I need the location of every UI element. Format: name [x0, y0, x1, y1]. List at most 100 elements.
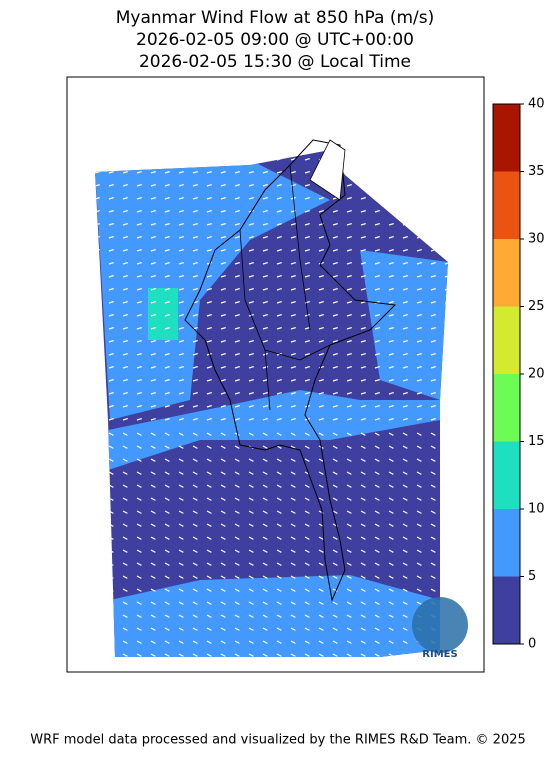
- wind-arrow: [360, 196, 366, 200]
- wind-arrow: [346, 261, 352, 265]
- wind-arrow: [136, 471, 142, 475]
- wind-arrow: [220, 378, 226, 382]
- wind-arrow: [234, 523, 240, 527]
- wind-arrow: [178, 339, 184, 343]
- wind-arrow: [360, 404, 366, 408]
- wind-arrow: [290, 536, 296, 540]
- wind-arrow: [192, 313, 198, 317]
- wind-arrow: [304, 653, 310, 657]
- wind-arrow: [108, 391, 114, 395]
- wind-arrow: [220, 471, 226, 475]
- wind-arrow: [122, 471, 128, 475]
- wind-arrow: [318, 562, 324, 566]
- wind-arrow: [290, 261, 296, 265]
- wind-arrow: [164, 445, 170, 449]
- wind-arrow: [164, 627, 170, 631]
- wind-arrow: [290, 549, 296, 553]
- colorbar-segment: [493, 306, 520, 374]
- wind-arrow: [178, 404, 184, 408]
- wind-arrow: [136, 404, 142, 408]
- wind-arrow: [374, 391, 380, 395]
- wind-arrow: [192, 209, 198, 213]
- wind-arrow: [164, 562, 170, 566]
- wind-arrow: [402, 287, 408, 291]
- wind-arrow: [136, 183, 142, 187]
- wind-arrow: [304, 497, 310, 501]
- wind-arrow: [206, 261, 212, 265]
- wind-arrow: [192, 274, 198, 278]
- wind-arrow: [178, 300, 184, 304]
- wind-arrow: [388, 588, 394, 592]
- wind-arrow: [360, 471, 366, 475]
- wind-arrow: [220, 588, 226, 592]
- wind-arrow: [276, 432, 282, 436]
- wind-arrow: [276, 300, 282, 304]
- wind-arrow: [206, 326, 212, 330]
- wind-arrow: [332, 614, 338, 618]
- wind-arrow: [150, 209, 156, 213]
- wind-arrow: [290, 170, 296, 174]
- wind-arrow: [332, 378, 338, 382]
- wind-arrow: [234, 417, 240, 421]
- wind-arrow: [248, 614, 254, 618]
- wind-arrow: [220, 653, 226, 657]
- wind-arrow: [206, 614, 212, 618]
- wind-arrow: [122, 575, 128, 579]
- wind-arrow: [318, 471, 324, 475]
- wind-arrow: [206, 417, 212, 421]
- wind-arrow: [304, 523, 310, 527]
- wind-arrow: [150, 549, 156, 553]
- wind-arrow: [332, 510, 338, 514]
- wind-arrow: [136, 549, 142, 553]
- wind-arrow: [164, 640, 170, 644]
- wind-arrow: [122, 458, 128, 462]
- wind-arrow: [416, 287, 422, 291]
- country-outline: [184, 139, 397, 602]
- wind-arrow: [332, 484, 338, 488]
- wind-arrow: [290, 458, 296, 462]
- wind-arrow: [122, 170, 128, 174]
- wind-arrow: [262, 471, 268, 475]
- wind-arrow: [430, 497, 436, 501]
- wind-arrow: [192, 235, 198, 239]
- wind-arrow: [388, 326, 394, 330]
- wind-arrow: [206, 287, 212, 291]
- wind-arrow: [220, 300, 226, 304]
- wind-arrow: [318, 601, 324, 605]
- wind-arrow: [192, 248, 198, 252]
- wind-arrow: [388, 300, 394, 304]
- wind-arrow: [262, 640, 268, 644]
- wind-arrow: [360, 313, 366, 317]
- wind-arrow: [346, 445, 352, 449]
- wind-arrow: [290, 365, 296, 369]
- wind-arrow: [164, 274, 170, 278]
- wind-arrow: [318, 588, 324, 592]
- wind-arrow: [206, 510, 212, 514]
- wind-arrow: [304, 313, 310, 317]
- wind-arrow: [136, 326, 142, 330]
- wind-arrow: [332, 300, 338, 304]
- wind-arrow: [262, 339, 268, 343]
- wind-arrow: [192, 458, 198, 462]
- wind-arrow: [360, 549, 366, 553]
- wind-arrow: [416, 365, 422, 369]
- wind-arrow: [346, 248, 352, 252]
- wind-arrow: [178, 432, 184, 436]
- wind-arrow: [290, 417, 296, 421]
- wind-arrow: [304, 222, 310, 226]
- wind-arrow: [304, 614, 310, 618]
- wind-arrow: [332, 313, 338, 317]
- wind-arrow: [346, 562, 352, 566]
- wind-arrow: [276, 339, 282, 343]
- wind-arrow: [388, 274, 394, 278]
- wind-arrow: [276, 287, 282, 291]
- wind-arrow: [318, 352, 324, 356]
- wind-arrow: [402, 326, 408, 330]
- wind-arrow: [290, 274, 296, 278]
- wind-arrow: [388, 575, 394, 579]
- wind-arrow: [136, 497, 142, 501]
- wind-arrow: [360, 432, 366, 436]
- wind-arrow: [276, 536, 282, 540]
- wind-arrow: [248, 601, 254, 605]
- wind-arrow: [248, 417, 254, 421]
